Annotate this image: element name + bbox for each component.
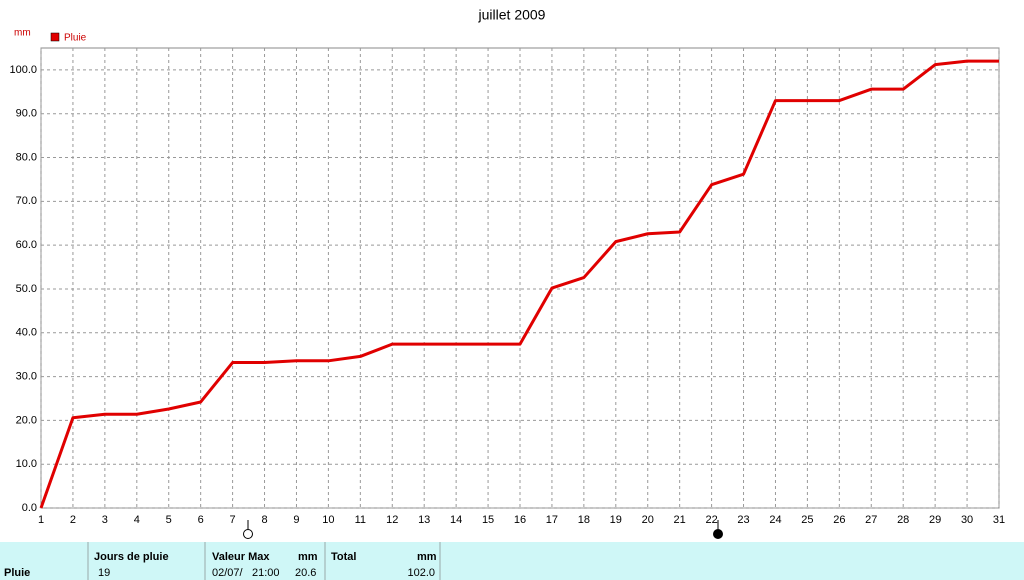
y-tick-label: 70.0 bbox=[16, 195, 37, 207]
x-tick-label: 27 bbox=[865, 514, 877, 526]
full-moon bbox=[243, 529, 253, 539]
y-tick-label: 20.0 bbox=[16, 414, 37, 426]
cell: 19 bbox=[98, 567, 110, 579]
x-tick-label: 16 bbox=[514, 514, 526, 526]
x-tick-label: 6 bbox=[198, 514, 204, 526]
new-moon bbox=[713, 529, 723, 539]
x-tick-label: 24 bbox=[769, 514, 781, 526]
x-tick-label: 31 bbox=[993, 514, 1005, 526]
x-tick-label: 30 bbox=[961, 514, 973, 526]
x-tick-label: 26 bbox=[833, 514, 845, 526]
x-tick-label: 25 bbox=[801, 514, 813, 526]
legend-swatch bbox=[50, 32, 60, 42]
y-tick-label: 0.0 bbox=[22, 502, 37, 514]
cell: 102.0 bbox=[407, 567, 435, 579]
x-tick-label: 2 bbox=[70, 514, 76, 526]
x-tick-label: 21 bbox=[674, 514, 686, 526]
y-tick-label: 80.0 bbox=[16, 151, 37, 163]
chart-title: juillet 2009 bbox=[478, 7, 546, 23]
cell: 02/07/ bbox=[212, 567, 244, 579]
col-unit: mm bbox=[298, 551, 318, 563]
table-lines bbox=[87, 542, 441, 580]
moon-markers bbox=[243, 520, 723, 539]
cell: 21:00 bbox=[252, 567, 280, 579]
col-header: Jours de pluie bbox=[94, 551, 169, 563]
y-tick-label: 60.0 bbox=[16, 239, 37, 251]
x-tick-label: 13 bbox=[418, 514, 430, 526]
x-tick-label: 14 bbox=[450, 514, 462, 526]
y-tick-label: 30.0 bbox=[16, 370, 37, 382]
y-tick-label: 50.0 bbox=[16, 283, 37, 295]
x-tick-label: 4 bbox=[134, 514, 140, 526]
x-tick-label: 8 bbox=[261, 514, 267, 526]
table-bg bbox=[0, 542, 1024, 580]
x-tick-label: 9 bbox=[293, 514, 299, 526]
col-header: Total bbox=[331, 551, 356, 563]
y-tick-label: 10.0 bbox=[16, 458, 37, 470]
x-tick-label: 5 bbox=[166, 514, 172, 526]
x-tick-label: 29 bbox=[929, 514, 941, 526]
x-tick-label: 19 bbox=[610, 514, 622, 526]
col-unit: mm bbox=[417, 551, 437, 563]
legend-label: Pluie bbox=[64, 33, 87, 44]
x-tick-label: 22 bbox=[705, 514, 717, 526]
y-tick-label: 90.0 bbox=[16, 108, 37, 120]
x-tick-label: 1 bbox=[38, 514, 44, 526]
row-label: Pluie bbox=[4, 567, 30, 579]
x-tick-label: 10 bbox=[322, 514, 334, 526]
cell: 20.6 bbox=[295, 567, 316, 579]
x-tick-label: 7 bbox=[230, 514, 236, 526]
y-unit: mm bbox=[14, 28, 31, 39]
col-header: Valeur Max bbox=[212, 551, 270, 563]
x-tick-label: 11 bbox=[355, 514, 366, 526]
x-tick-label: 18 bbox=[578, 514, 590, 526]
x-tick-label: 28 bbox=[897, 514, 909, 526]
x-tick-label: 12 bbox=[386, 514, 398, 526]
x-tick-label: 15 bbox=[482, 514, 494, 526]
x-tick-label: 20 bbox=[642, 514, 654, 526]
y-tick-label: 40.0 bbox=[16, 327, 37, 339]
x-tick-label: 3 bbox=[102, 514, 108, 526]
x-tick-label: 17 bbox=[546, 514, 558, 526]
line-series bbox=[39, 59, 999, 509]
y-tick-label: 100.0 bbox=[9, 64, 37, 76]
x-tick-label: 23 bbox=[737, 514, 749, 526]
